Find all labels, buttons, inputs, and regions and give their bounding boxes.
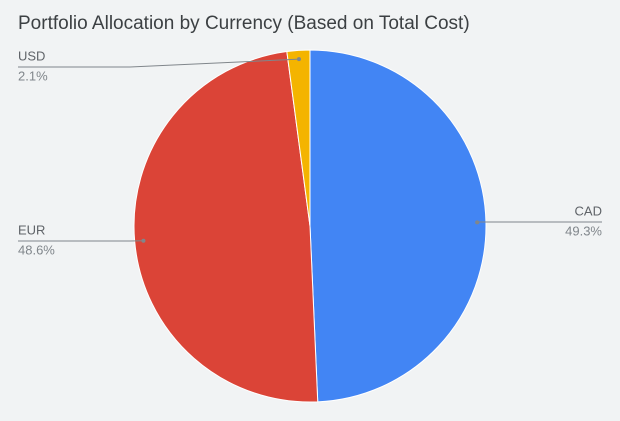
leader-dot	[296, 57, 301, 62]
leader-line	[18, 58, 300, 68]
slice-value-label: 49.3%	[565, 223, 602, 238]
slice-label: CAD	[575, 203, 602, 218]
leader-dot	[475, 220, 480, 225]
slice-value-label: 48.6%	[18, 242, 55, 257]
slice-value-label: 2.1%	[18, 68, 48, 83]
chart-title: Portfolio Allocation by Currency (Based …	[18, 13, 470, 34]
pie-slice	[133, 50, 319, 403]
slice-label: EUR	[18, 222, 45, 237]
pie-slice	[286, 49, 311, 227]
slice-label: USD	[18, 48, 45, 63]
leader-dot	[141, 238, 146, 243]
